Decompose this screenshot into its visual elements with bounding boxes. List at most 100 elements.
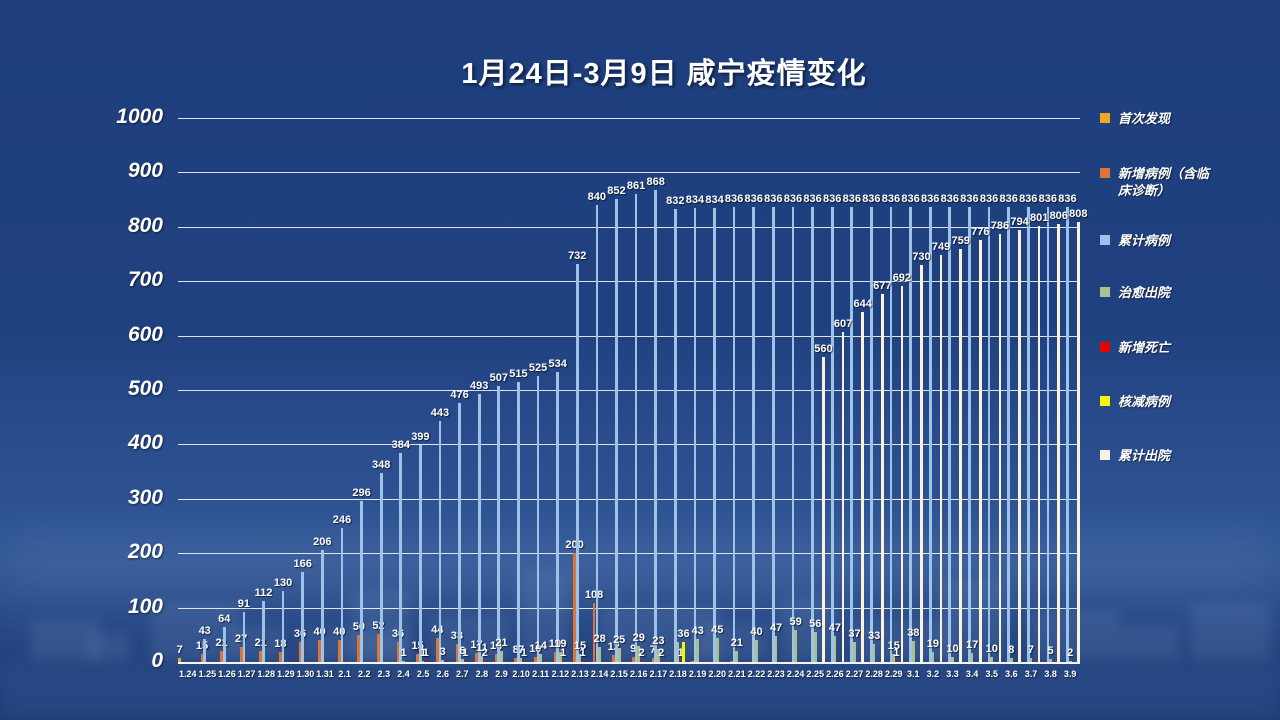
bar-value-label: 19 — [926, 637, 940, 650]
bar-value-label: 836 — [744, 193, 763, 206]
bar-value-label: 40 — [750, 626, 763, 639]
bar-value-label: 399 — [411, 430, 430, 443]
legend-label: 新增病例（含临床诊断） — [1118, 166, 1210, 198]
bar-cumulative_discharged — [998, 234, 1002, 662]
bar-cumulative_cases — [889, 207, 893, 662]
bar-value-label: 443 — [430, 407, 450, 419]
bar-cured — [480, 656, 484, 662]
y-axis-tick-label: 700 — [127, 268, 163, 292]
x-axis-tick-label: 1.27 — [237, 669, 256, 679]
x-axis-tick-label: 1.24 — [179, 669, 197, 679]
x-axis-tick-label: 2.25 — [806, 669, 825, 679]
bar-value-label: 493 — [470, 379, 489, 392]
bar-cumulative_cases — [360, 500, 363, 662]
x-axis-tick-label: 2.20 — [708, 669, 726, 679]
y-axis-tick-label: 200 — [127, 540, 163, 564]
bar-value-label: 43 — [691, 624, 704, 637]
bar-cumulative_cases — [222, 627, 226, 662]
bar-new_cases — [337, 640, 341, 662]
bar-value-label: 246 — [332, 514, 352, 527]
bar-value-label: 806 — [1049, 209, 1068, 222]
bar-value-label: 37 — [848, 627, 861, 640]
chart-title: 1月24日-3月9日 咸宁疫情变化 — [461, 58, 867, 90]
gridline — [178, 335, 1080, 337]
bar-cured — [519, 658, 523, 662]
bar-cured — [715, 637, 719, 662]
y-axis-tick-label: 600 — [127, 322, 163, 346]
bar-value-label: 836 — [940, 193, 959, 206]
bar-value-label: 836 — [881, 193, 901, 206]
bar-cumulative_cases — [1007, 207, 1010, 662]
bar-cumulative_cases — [438, 421, 442, 662]
x-axis-tick-label: 2.16 — [630, 669, 648, 679]
bar-value-label: 36 — [677, 628, 690, 641]
bar-value-label: 33 — [867, 630, 881, 643]
bar-cumulative_cases — [909, 207, 912, 662]
x-axis-tick-label: 1.29 — [277, 669, 295, 679]
bar-value-label: 1 — [400, 646, 407, 659]
bar-cumulative_cases — [203, 638, 207, 662]
bar-cured — [441, 660, 445, 662]
bar-value-label: 15 — [887, 639, 900, 652]
bar-value-label: 1 — [520, 646, 527, 659]
x-axis-tick-label: 2.10 — [512, 669, 530, 679]
y-axis-tick-label: 300 — [127, 485, 163, 509]
bar-cumulative_discharged — [978, 239, 982, 662]
bar-cured — [931, 651, 935, 662]
bar-new_deaths — [483, 660, 486, 662]
x-axis-tick-label: 3.2 — [926, 669, 940, 679]
bar-value-label: 786 — [990, 220, 1010, 233]
bar-value-label: 836 — [960, 193, 979, 206]
bar-cumulative_cases — [340, 528, 344, 662]
bar-value-label: 21 — [730, 636, 743, 649]
x-axis-tick-label: 1.25 — [198, 669, 217, 679]
x-axis-tick-label: 2.29 — [884, 669, 903, 679]
bar-cumulative_cases — [262, 601, 265, 662]
legend-swatch-cured — [1100, 287, 1110, 297]
bar-cumulative_cases — [830, 207, 834, 662]
x-axis-tick-label: 3.5 — [985, 669, 998, 679]
bar-value-label: 296 — [352, 486, 371, 499]
bar-cured — [970, 652, 974, 662]
bar-new_cases — [690, 660, 694, 662]
y-axis-tick-label: 900 — [127, 159, 163, 183]
legend-label: 首次发现 — [1118, 111, 1171, 126]
bar-value-label: 7 — [1027, 644, 1035, 657]
x-axis-tick-label: 1.31 — [316, 669, 334, 679]
bar-value-label: 836 — [842, 193, 861, 206]
bar-cumulative_cases — [987, 207, 991, 662]
x-axis-tick-label: 2.2 — [358, 669, 371, 679]
bar-cured — [833, 636, 837, 662]
bar-value-label: 534 — [548, 357, 567, 370]
bar-value-label: 730 — [912, 250, 931, 263]
bar-cumulative_cases — [1066, 207, 1069, 662]
bar-cumulative_cases — [320, 549, 324, 662]
bar-cumulative_cases — [595, 205, 599, 662]
x-axis-tick-label: 2.14 — [590, 669, 609, 679]
bar-value-label: 91 — [237, 598, 251, 611]
bar-cured — [1068, 660, 1072, 662]
bar-value-label: 47 — [769, 622, 783, 635]
bar-cumulative_cases — [575, 263, 579, 662]
bar-cumulative_cases — [556, 371, 559, 662]
bar-value-label: 836 — [803, 193, 822, 206]
bar-value-label: 808 — [1069, 208, 1088, 221]
bar-cumulative_discharged — [861, 311, 864, 662]
bar-cured — [559, 651, 562, 662]
bar-value-label: 836 — [1058, 193, 1077, 206]
legend-label: 核减病例 — [1118, 394, 1171, 409]
gridline — [178, 498, 1080, 500]
bar-new_deaths — [463, 660, 467, 662]
bar-new_cases — [475, 652, 478, 662]
bar-value-label: 840 — [587, 191, 607, 204]
bar-new_cases — [279, 652, 282, 662]
bar-value-label: 36 — [391, 628, 405, 641]
bar-new_cases — [455, 644, 459, 662]
bar-new_deaths — [895, 660, 898, 662]
bar-cured — [539, 654, 543, 662]
y-axis-tick-label: 400 — [127, 431, 163, 455]
x-axis-tick-label: 1.26 — [218, 669, 236, 679]
x-axis-tick-label: 2.18 — [669, 669, 687, 679]
bar-value-label: 25 — [613, 634, 626, 647]
x-axis-tick-label: 1.30 — [296, 669, 315, 679]
